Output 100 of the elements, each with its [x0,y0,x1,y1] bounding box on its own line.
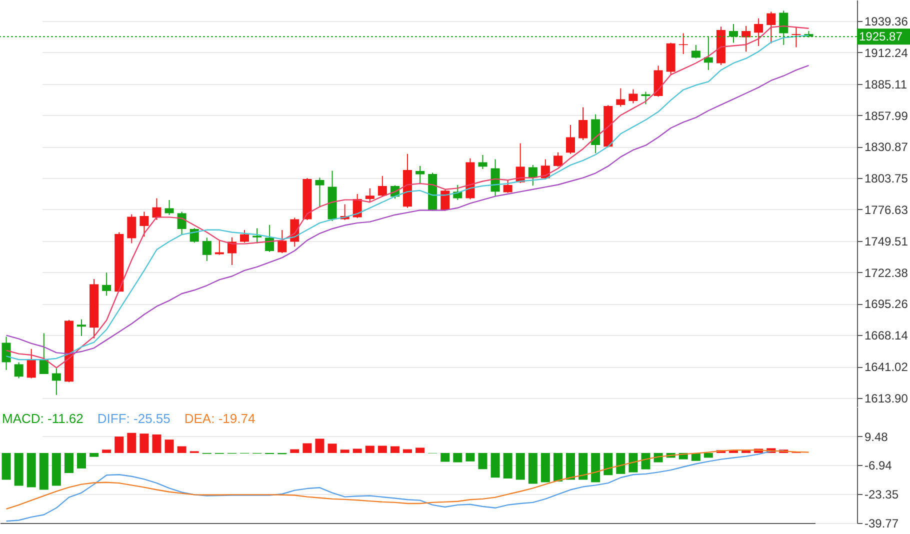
ref-line-label: 1925.87 [859,30,903,44]
bar [340,450,350,453]
bar [604,452,613,476]
candlestick [52,368,61,396]
y-tick-label: 1641.02 [864,360,908,374]
candlestick [14,362,24,379]
bar [14,452,24,486]
bar [503,452,512,478]
bar [478,452,488,470]
bar [177,446,186,453]
bar [315,438,324,453]
candlestick [240,230,249,244]
bar [490,452,500,478]
candlestick [140,211,149,238]
bar [453,452,462,462]
bar [528,452,538,484]
candlestick [503,179,512,194]
bar [641,452,650,470]
candlestick [365,188,374,202]
candlestick [478,154,488,170]
candlestick [378,175,387,197]
bar [64,452,74,474]
bar [553,452,562,482]
y-tick-label: -23.35 [864,488,899,502]
candlestick [766,11,776,44]
bar [114,436,124,453]
candlestick [77,318,86,336]
candlestick [252,228,262,244]
candlestick [227,236,236,266]
bar [2,452,11,480]
y-tick-label: 1695.26 [864,297,908,312]
bar [704,452,713,458]
bar [152,434,162,453]
y-tick-label: 1912.24 [864,46,908,60]
bar [628,452,638,472]
bar [578,452,588,480]
bar [416,448,425,453]
bar [290,449,300,453]
candlestick [26,348,36,379]
y-tick-label: 1776.63 [864,202,908,217]
bar [440,452,450,462]
bar [566,452,575,480]
candlestick [39,332,48,374]
candlestick [177,211,186,236]
candlestick [315,177,324,208]
bar [140,434,149,453]
bar [102,450,112,453]
y-tick-label: 1613.90 [864,391,908,406]
line-series [6,450,784,522]
candlestick [678,32,688,54]
bar [90,452,99,457]
y-tick-label: 1722.38 [864,266,908,280]
bar [26,452,36,488]
y-tick-label: 1939.36 [864,14,908,29]
bar [466,452,475,462]
candlestick [278,230,287,254]
annotation: MACD: -11.62 [2,411,84,426]
candlestick [152,198,162,220]
y-tick-label: 1803.75 [864,172,908,186]
y-tick-label: 1857.99 [864,108,908,123]
bar [328,444,337,453]
line-series [6,450,810,510]
bar [39,452,48,490]
bar [390,446,400,453]
bar [403,449,412,453]
bar [77,452,86,468]
candlestick [742,25,751,52]
annotation: DEA: -19.74 [184,411,256,426]
bar [302,443,312,453]
bar [616,452,626,474]
candlestick [127,214,136,244]
candlestick [265,224,274,252]
candlestick [440,189,450,212]
candlestick [2,336,11,370]
candlestick [691,44,700,59]
y-tick-label: -39.77 [864,516,899,530]
y-tick-label: -6.94 [864,458,892,473]
candlestick [528,164,538,186]
bar [378,446,387,453]
bar [352,448,362,453]
bar [127,432,136,453]
y-tick-label: 9.48 [864,430,888,444]
y-tick-label: 1830.87 [864,140,908,154]
candlestick [164,200,174,216]
y-tick-label: 1885.11 [864,77,908,92]
bar [516,452,525,480]
y-tick-label: 1668.14 [864,328,908,343]
bar [365,446,374,453]
candlestick [578,106,588,141]
bar [52,452,61,486]
candlestick [553,152,562,168]
bar [164,440,174,453]
candlestick [628,88,638,104]
annotation: DIFF: -25.55 [97,411,170,426]
candlestick [566,124,575,154]
bar [540,452,550,482]
candlestick [754,18,764,46]
candlestick [102,272,112,296]
candlestick [202,237,212,262]
bar [591,452,600,482]
